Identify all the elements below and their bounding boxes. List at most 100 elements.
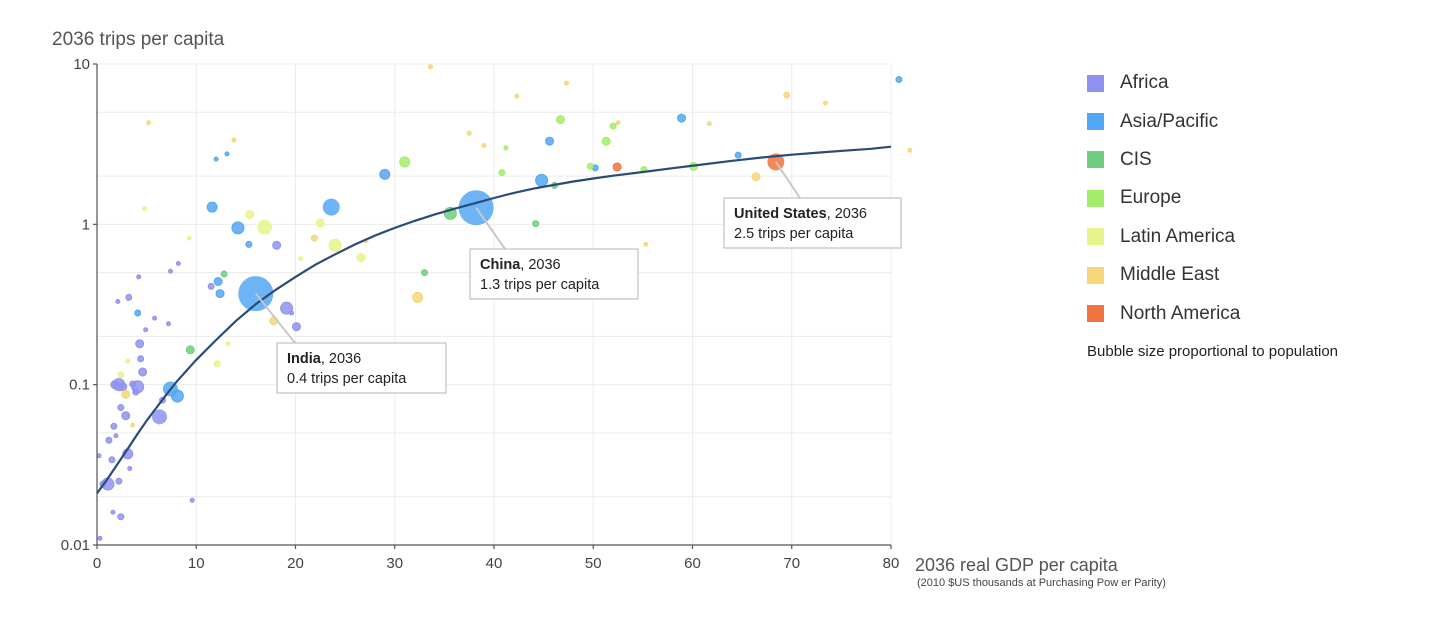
bubble-africa [127,466,133,472]
bubble-africa [138,367,148,377]
callout-detail: 0.4 trips per capita [287,371,407,387]
bubble-africa [108,456,116,464]
bubble-africa [97,535,103,541]
trend-line [96,145,892,494]
bubble-africa [136,274,142,280]
bubble-africa [115,477,123,485]
bubble-latin-america [245,210,255,220]
bubble-europe [555,115,565,125]
bubble-middle-east [563,80,569,86]
bubble-middle-east [822,100,828,106]
callout-title: India, 2036 [287,351,361,367]
legend-item-europe: Europe [1087,179,1338,217]
legend-swatch [1087,151,1104,169]
bubble-africa [175,260,181,266]
callout-detail: 1.3 trips per capita [480,277,600,293]
bubble-middle-east [427,64,433,70]
bubble-africa [289,310,295,316]
callout-country: China [480,257,521,273]
bubble-cis [220,270,228,278]
bubble-middle-east [146,120,152,126]
callout-leader [255,292,296,344]
bubble-asia-pacific [677,113,687,123]
callout-title: United States, 2036 [734,206,867,222]
bubble-asia-pacific [734,151,742,159]
bubble-asia-pacific [213,156,219,162]
callout-year: , 2036 [520,257,560,273]
bubble-africa [151,408,169,426]
legend-swatch [1087,305,1104,323]
legend-swatch [1087,113,1104,131]
y-tick-label: 1 [82,216,90,233]
bubble-asia-pacific [895,76,903,84]
bubble-africa [272,240,282,250]
bubble-middle-east [121,389,131,399]
bubble-africa [125,293,133,301]
callout-box [723,197,902,249]
legend-label: Asia/Pacific [1120,110,1219,132]
x-tick-label: 0 [93,555,101,572]
bubble-latin-america [328,238,342,252]
bubble-africa [291,322,301,332]
callout-box [469,248,639,300]
bubble-asia-pacific [215,289,225,299]
bubble-middle-east [751,172,761,182]
bubble-europe [399,156,411,168]
y-tick-label: 0.01 [61,537,90,554]
y-tick-label: 0.1 [69,377,90,394]
x-tick-label: 10 [188,555,205,572]
legend-item-africa: Africa [1087,64,1338,102]
callout-detail: 2.5 trips per capita [734,226,854,242]
bubble-africa [152,315,158,321]
bubble-africa [105,436,113,444]
x-axis-subtitle: (2010 $US thousands at Purchasing Pow er… [917,577,1166,589]
bubble-middle-east [615,120,621,126]
callout-year: , 2036 [321,351,361,367]
callout-year: , 2036 [827,206,867,222]
bubble-europe [498,169,506,177]
bubble-europe [609,122,617,130]
bubble-europe [586,162,594,170]
bubble-middle-east [706,121,712,127]
callout-country: India [287,351,322,367]
grid [96,63,892,546]
bubble-africa [165,321,171,327]
bubble-latin-america [356,253,366,263]
bubble-latin-america [256,218,274,236]
callout-leader [475,207,506,250]
bubble-middle-east [907,147,913,153]
bubble-asia-pacific [535,173,549,187]
bubble-africa [113,433,119,439]
bubble-latin-america [142,206,148,212]
bubble-africa [115,299,121,305]
bubble-asia-pacific [245,240,253,248]
callout-title: China, 2036 [480,257,561,273]
legend-item-latin-america: Latin America [1087,218,1338,256]
bubble-asia-pacific [206,201,218,213]
bubble-asia-pacific [379,168,391,180]
legend-label: Middle East [1120,264,1220,286]
bubble-asia-pacific [170,389,184,403]
legend-item-asia-pacific: Asia/Pacific [1087,102,1338,140]
bubble-middle-east [231,137,237,143]
bubble-latin-america [225,341,231,347]
legend-item-middle-east: Middle East [1087,256,1338,294]
bubble-middle-east [130,422,136,428]
bubble-asia-pacific [237,275,275,313]
legend-label: Africa [1120,72,1169,94]
legend: Africa Asia/Pacific CIS Europe Latin America… [1087,64,1338,360]
bubble-middle-east [514,93,520,99]
bubble-north-america [612,162,622,172]
callout-box [276,342,447,394]
bubble-middle-east [643,241,649,247]
bubble-africa [207,282,215,290]
bubble-latin-america [186,235,192,241]
legend-items: Africa Asia/Pacific CIS Europe Latin America… [1087,64,1338,333]
bubble-latin-america [213,360,221,368]
bubble-cis [421,269,429,277]
bubble-africa [117,404,125,412]
bubble-cis [532,220,540,228]
x-tick-label: 20 [287,555,304,572]
tick-labels: 0 10 20 30 40 50 60 70 80 0.01 0.1 1 10 [61,56,900,572]
